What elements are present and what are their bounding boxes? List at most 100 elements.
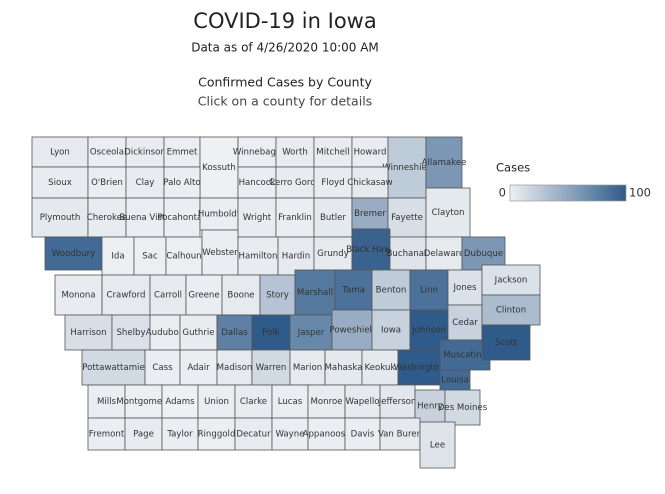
county-shape[interactable] bbox=[87, 197, 127, 238]
county-label[interactable]: Delaware bbox=[424, 249, 465, 259]
county[interactable]: Hamilton bbox=[237, 236, 279, 276]
county-label[interactable]: Story bbox=[266, 291, 289, 301]
county[interactable]: Lyon bbox=[31, 136, 89, 168]
county[interactable]: Harrison bbox=[64, 314, 113, 351]
county-label[interactable]: Greene bbox=[188, 291, 219, 301]
county-label[interactable]: Webster bbox=[202, 248, 238, 258]
county-shape[interactable] bbox=[289, 349, 326, 386]
county[interactable]: Van Buren bbox=[378, 417, 422, 451]
county-label[interactable]: Cherokee bbox=[87, 213, 128, 223]
county-shape[interactable] bbox=[87, 136, 127, 168]
county[interactable]: Sioux bbox=[31, 166, 89, 199]
county[interactable]: Adams bbox=[161, 384, 199, 419]
county[interactable]: Mitchell bbox=[313, 136, 353, 168]
county-label[interactable]: Wayne bbox=[275, 430, 304, 440]
county[interactable]: Lee bbox=[419, 421, 456, 469]
county-label[interactable]: Scott bbox=[495, 338, 518, 348]
county-label[interactable]: Jasper bbox=[297, 328, 325, 338]
county-label[interactable]: Cedar bbox=[452, 318, 478, 328]
county[interactable]: Chickasaw bbox=[347, 166, 393, 199]
county-label[interactable]: Worth bbox=[282, 148, 308, 158]
county-shape[interactable] bbox=[234, 384, 273, 419]
county[interactable]: Clayton bbox=[425, 187, 471, 238]
county-label[interactable]: Davis bbox=[351, 430, 375, 440]
county-shape[interactable] bbox=[31, 136, 89, 168]
county-label[interactable]: Marion bbox=[293, 363, 322, 373]
county-label[interactable]: Humboldt bbox=[198, 210, 241, 220]
county-label[interactable]: Jefferson bbox=[378, 397, 417, 407]
county-label[interactable]: Buena Vista bbox=[119, 213, 170, 223]
county-label[interactable]: Johnson bbox=[411, 326, 446, 336]
county-label[interactable]: Winneshiek bbox=[382, 163, 431, 173]
county-shape[interactable] bbox=[409, 269, 449, 311]
county[interactable]: Humboldt bbox=[198, 197, 241, 231]
county[interactable]: Buena Vista bbox=[119, 197, 171, 238]
county[interactable]: Plymouth bbox=[31, 197, 89, 238]
county-label[interactable]: Henry bbox=[417, 402, 443, 412]
county[interactable]: Monona bbox=[54, 274, 103, 316]
county[interactable]: Osceola bbox=[87, 136, 127, 168]
county-label[interactable]: Poweshiek bbox=[329, 326, 374, 336]
county-shape[interactable] bbox=[371, 309, 411, 351]
county[interactable]: Clay bbox=[125, 166, 165, 199]
county-shape[interactable] bbox=[216, 314, 253, 351]
county[interactable]: Marshall bbox=[294, 269, 336, 316]
county-shape[interactable] bbox=[447, 304, 483, 341]
county-label[interactable]: Butler bbox=[320, 213, 346, 223]
county-shape[interactable] bbox=[163, 197, 201, 238]
county[interactable]: Floyd bbox=[313, 166, 353, 199]
county-label[interactable]: Boone bbox=[227, 291, 254, 301]
county[interactable]: Franklin bbox=[275, 197, 315, 238]
county[interactable]: Washington bbox=[394, 349, 445, 386]
county-label[interactable]: Hancock bbox=[239, 178, 276, 188]
county-label[interactable]: Washington bbox=[394, 363, 445, 373]
county-label[interactable]: Hardin bbox=[282, 252, 310, 262]
county[interactable]: Greene bbox=[185, 274, 223, 316]
county-shape[interactable] bbox=[197, 417, 236, 451]
county-shape[interactable] bbox=[397, 349, 441, 386]
county-shape[interactable] bbox=[425, 187, 471, 238]
county[interactable]: Audubon bbox=[146, 314, 184, 351]
county[interactable]: Dickinson bbox=[124, 136, 166, 168]
county-label[interactable]: Dickinson bbox=[124, 148, 166, 158]
county[interactable]: Wright bbox=[237, 197, 277, 238]
county-label[interactable]: Palo Alto bbox=[163, 178, 200, 188]
county-label[interactable]: Franklin bbox=[278, 213, 312, 223]
county-shape[interactable] bbox=[334, 269, 373, 311]
county[interactable]: Warren bbox=[251, 349, 291, 386]
county-label[interactable]: Pottawattamie bbox=[82, 363, 145, 373]
county-label[interactable]: Bremer bbox=[354, 209, 386, 219]
county[interactable]: Adair bbox=[179, 349, 218, 386]
county-label[interactable]: Polk bbox=[262, 328, 280, 338]
county-label[interactable]: Mills bbox=[97, 397, 117, 407]
county[interactable]: Mahaska bbox=[325, 349, 363, 386]
county[interactable]: Page bbox=[124, 417, 163, 451]
county[interactable]: Scott bbox=[481, 324, 531, 361]
county[interactable]: Marion bbox=[289, 349, 326, 386]
county[interactable]: Dallas bbox=[216, 314, 253, 351]
county-shape[interactable] bbox=[307, 384, 346, 419]
county-label[interactable]: Decatur bbox=[236, 430, 271, 440]
county[interactable]: Webster bbox=[201, 229, 239, 276]
county-shape[interactable] bbox=[201, 229, 239, 276]
county-label[interactable]: Benton bbox=[376, 286, 407, 296]
county-label[interactable]: Audubon bbox=[146, 328, 184, 338]
county-shape[interactable] bbox=[87, 384, 126, 419]
county-label[interactable]: Sac bbox=[142, 252, 158, 262]
county[interactable]: Union bbox=[197, 384, 236, 419]
county-shape[interactable] bbox=[387, 136, 427, 199]
county-label[interactable]: Tama bbox=[341, 286, 365, 296]
county-shape[interactable] bbox=[44, 236, 103, 271]
county[interactable]: Cerro Gordo bbox=[269, 166, 321, 199]
county-label[interactable]: Cerro Gordo bbox=[269, 178, 321, 188]
county-shape[interactable] bbox=[271, 417, 309, 451]
county-label[interactable]: Calhoun bbox=[166, 252, 201, 262]
county-label[interactable]: Jones bbox=[452, 283, 477, 293]
county-shape[interactable] bbox=[81, 349, 146, 386]
county-label[interactable]: Plymouth bbox=[40, 213, 81, 223]
county-label[interactable]: Black Hawk bbox=[346, 245, 396, 255]
county-label[interactable]: Winnebago bbox=[233, 148, 281, 158]
county-label[interactable]: Clarke bbox=[240, 397, 267, 407]
county-label[interactable]: Allamakee bbox=[422, 158, 467, 168]
county[interactable]: Cherokee bbox=[87, 197, 128, 238]
